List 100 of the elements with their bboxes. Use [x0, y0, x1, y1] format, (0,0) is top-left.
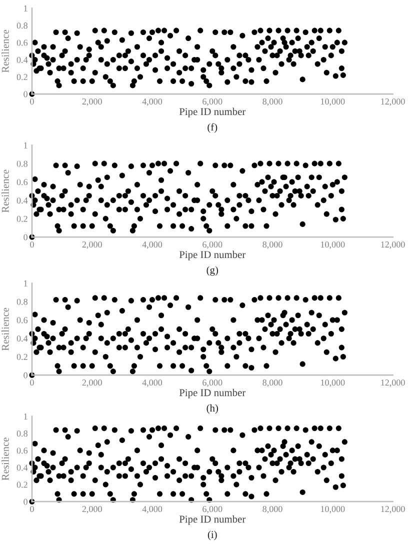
y-tick-label: 0.8 [16, 298, 28, 305]
x-tick-label: 12,000 [381, 98, 405, 106]
point [176, 478, 182, 484]
point [316, 36, 322, 42]
point [334, 179, 340, 185]
point [262, 456, 268, 462]
point [265, 174, 271, 180]
x-tick-label: 0 [30, 98, 34, 105]
point [188, 344, 194, 350]
x-tick-label: 4,000 [142, 380, 162, 387]
point [310, 48, 316, 54]
point [122, 52, 128, 58]
point [262, 326, 268, 332]
point [283, 322, 289, 328]
point [286, 198, 292, 204]
point [236, 61, 242, 67]
point [152, 346, 158, 352]
x-axis-title: Pipe ID number [179, 108, 246, 118]
x-tick-label: 4,000 [142, 241, 162, 249]
x-axis-title: Pipe ID number [179, 250, 246, 260]
point [46, 61, 52, 67]
point [212, 52, 218, 58]
text: (i) [208, 530, 217, 540]
point [262, 48, 268, 54]
point [230, 473, 236, 479]
point [259, 448, 265, 454]
x-tick-label: 10,000 [321, 506, 345, 514]
point [328, 330, 334, 337]
point [176, 349, 182, 355]
point [277, 188, 283, 194]
point [334, 317, 340, 323]
y-tick-label: 0.2 [16, 216, 28, 222]
point [295, 443, 301, 449]
point [122, 192, 128, 198]
point [236, 340, 242, 346]
point [164, 334, 170, 340]
point [92, 349, 98, 355]
point [259, 317, 265, 323]
point [134, 473, 140, 479]
point [182, 330, 188, 337]
point [98, 44, 104, 50]
point [140, 330, 146, 337]
point [206, 202, 212, 208]
point [334, 40, 340, 46]
point [80, 66, 86, 72]
point [128, 466, 134, 472]
point [316, 443, 322, 449]
point [164, 196, 170, 202]
point [268, 184, 274, 190]
point [265, 443, 271, 449]
y-axis-title: Resilience [2, 170, 9, 213]
point [86, 192, 92, 198]
point [230, 66, 236, 72]
point [41, 460, 47, 466]
point [262, 188, 268, 194]
point [110, 464, 116, 470]
point [46, 468, 52, 475]
y-tick-label: 0.2 [16, 74, 28, 80]
point [152, 208, 158, 214]
point [80, 344, 86, 350]
point [248, 208, 254, 214]
point [116, 344, 122, 350]
point [164, 463, 170, 469]
point [338, 456, 344, 462]
point [259, 40, 265, 46]
point [242, 460, 248, 466]
y-tick-label: 1 [24, 142, 28, 148]
y-tick-label: 0 [24, 372, 28, 378]
point [212, 192, 218, 198]
point [206, 340, 212, 346]
y-tick-label: 0 [24, 498, 28, 505]
point [74, 464, 80, 470]
point [295, 174, 301, 180]
point [322, 322, 328, 328]
point [224, 56, 230, 63]
point [242, 192, 248, 198]
point [152, 474, 158, 481]
x-tick-label: 2,000 [82, 241, 102, 249]
x-tick-label: 6,000 [202, 241, 222, 249]
point [176, 70, 182, 76]
point [41, 52, 47, 58]
point [206, 468, 212, 475]
x-tick-label: 12,000 [381, 506, 405, 514]
point [62, 48, 68, 54]
point [182, 52, 188, 58]
point [265, 36, 271, 42]
point [322, 184, 328, 190]
point [140, 460, 146, 466]
point [328, 52, 334, 58]
point [298, 52, 304, 58]
point [289, 448, 295, 454]
point [295, 36, 301, 42]
x-tick-label: 0 [30, 506, 34, 512]
point [283, 184, 289, 190]
point [277, 326, 283, 332]
point [41, 330, 47, 337]
point [56, 206, 62, 212]
text: (h) [206, 404, 218, 414]
point [68, 70, 74, 76]
point [128, 58, 134, 64]
